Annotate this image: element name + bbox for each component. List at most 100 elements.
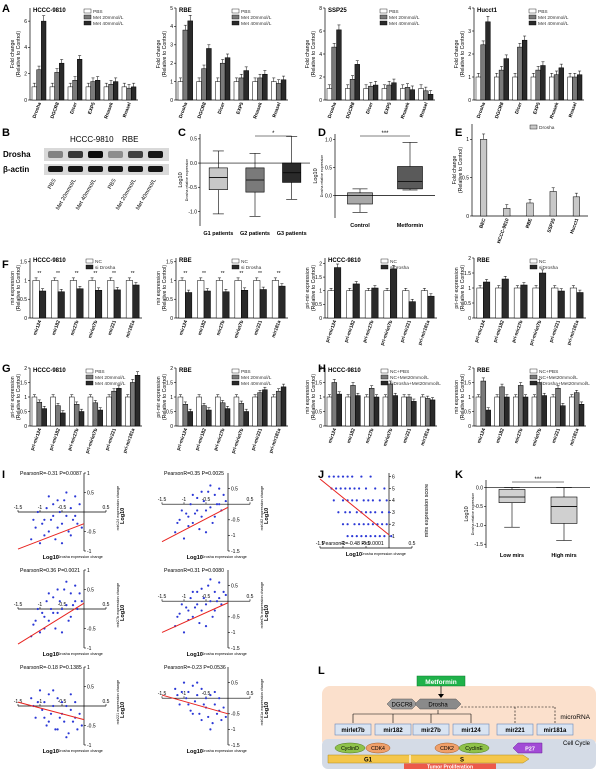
stat-text: PearsonR=-0.23 P=0.0536 [164, 665, 226, 671]
bar [336, 393, 342, 427]
x-axis-title: Log10 [43, 652, 59, 658]
bar [275, 390, 282, 427]
bar [334, 267, 342, 319]
bar [475, 396, 482, 427]
bar [57, 291, 65, 319]
blot-row-actin: β-actin [3, 165, 29, 174]
data-point [65, 491, 68, 494]
y-tick-label: 2 [24, 366, 27, 372]
x-tick-label: 0.5 [103, 699, 110, 705]
legend-swatch [231, 380, 240, 386]
legend-label: Met 20mmol/L [538, 15, 569, 21]
chart-title: Hucct1 [477, 8, 498, 14]
x-axis-title: Log10 [43, 749, 59, 755]
blot-background-actin [44, 164, 169, 175]
box-chart-K: -1.5 -1.0 -0.5 0.0 Log10 Drosha relative expr… [464, 477, 590, 559]
data-point [369, 475, 372, 478]
data-point [218, 487, 221, 490]
bar-chart-F3: 0 0.5 1 1.5 2 HCCC-9810 pri-mir expression(Rel… [305, 258, 437, 346]
chart-title: RBE [179, 258, 192, 264]
chart-title: RBE [477, 258, 490, 264]
data-point [213, 690, 216, 694]
y-tick-label: 1.5 [20, 380, 27, 386]
x-tick-label: 0.5 [103, 602, 110, 608]
y-tick-label: -0.5 [474, 504, 483, 510]
bar [557, 290, 565, 319]
bar [560, 405, 566, 427]
y-tick-label: 1 [319, 289, 322, 295]
bar [126, 87, 132, 101]
data-point [178, 703, 181, 706]
x-tick-label: HCCC-9810 [496, 217, 511, 244]
data-point [52, 704, 55, 708]
x-tick-label: -1 [182, 594, 187, 600]
x-tick-label: -0.5 [202, 594, 211, 600]
bar [103, 86, 109, 101]
data-point [54, 538, 57, 541]
x-tick-label: mirlet7b [233, 320, 245, 340]
x-tick-label: Dicer [514, 102, 524, 115]
legend-swatch [83, 14, 92, 20]
legend-swatch [85, 374, 94, 380]
x-tick-label: mirlet7b [531, 428, 543, 448]
box-chart-C: -1.0 -0.5 0.0 0.5 Log10 Drosha relative expre… [178, 131, 310, 237]
data-point [346, 475, 349, 478]
x-tick-label: pri-mir27b [511, 320, 525, 344]
y-tick-label: 4 [170, 24, 173, 30]
bar [41, 408, 47, 427]
legend-label: Met 40mmol/L [241, 381, 272, 387]
legend-swatch [529, 264, 538, 270]
bar [60, 412, 66, 427]
data-point [224, 593, 227, 597]
bar [116, 388, 122, 427]
data-point [341, 475, 345, 478]
legend-swatch [83, 8, 92, 14]
data-point [60, 542, 64, 545]
tumor-box [404, 763, 496, 769]
cyclind-label: CyclinD [341, 746, 359, 752]
y-tick-label: 2 [468, 366, 471, 372]
x-tick-label: Metformin [397, 223, 424, 229]
data-point [207, 490, 210, 493]
y-axis-title: Log10 [264, 605, 270, 621]
data-point [204, 531, 208, 534]
data-point [69, 534, 72, 537]
stat-text: PearsonR=-0.31 P=0.0087 [20, 471, 82, 477]
blot-header-rbe: RBE [122, 135, 138, 144]
x-axis-title: Log10 [187, 555, 203, 561]
data-point [215, 712, 219, 715]
data-point [182, 537, 186, 540]
data-point [71, 518, 75, 521]
box [498, 489, 526, 503]
microrna-region [322, 686, 596, 748]
bar [569, 287, 577, 319]
x-tick-label: SSP25 [546, 217, 557, 233]
data-point [218, 697, 221, 700]
panel-letter-G: G [2, 363, 11, 375]
bar [406, 396, 412, 427]
data-point [176, 615, 179, 618]
bar [203, 290, 211, 319]
bar [429, 399, 436, 427]
bar [555, 388, 561, 427]
x-tick-label: -0.5 [202, 497, 211, 503]
bar [392, 395, 398, 427]
y-tick-label: 0.5 [20, 409, 27, 415]
data-point [335, 487, 338, 490]
bar [51, 280, 59, 319]
legend-label: NC+PBS [539, 369, 558, 375]
significance-mark: ** [183, 271, 187, 277]
data-point [30, 697, 33, 700]
x-tick-label: pri-mir181a [417, 319, 432, 346]
x-tick-label: -0.5 [58, 505, 67, 511]
data-point [202, 703, 205, 706]
bar [371, 287, 379, 319]
drosha-shape [414, 698, 462, 710]
panel-letter-C: C [178, 127, 186, 139]
data-point [47, 693, 50, 696]
data-point [180, 603, 183, 606]
bar [521, 39, 528, 101]
data-point [358, 523, 361, 526]
significance-mark: ** [277, 271, 281, 277]
data-point [65, 514, 68, 518]
